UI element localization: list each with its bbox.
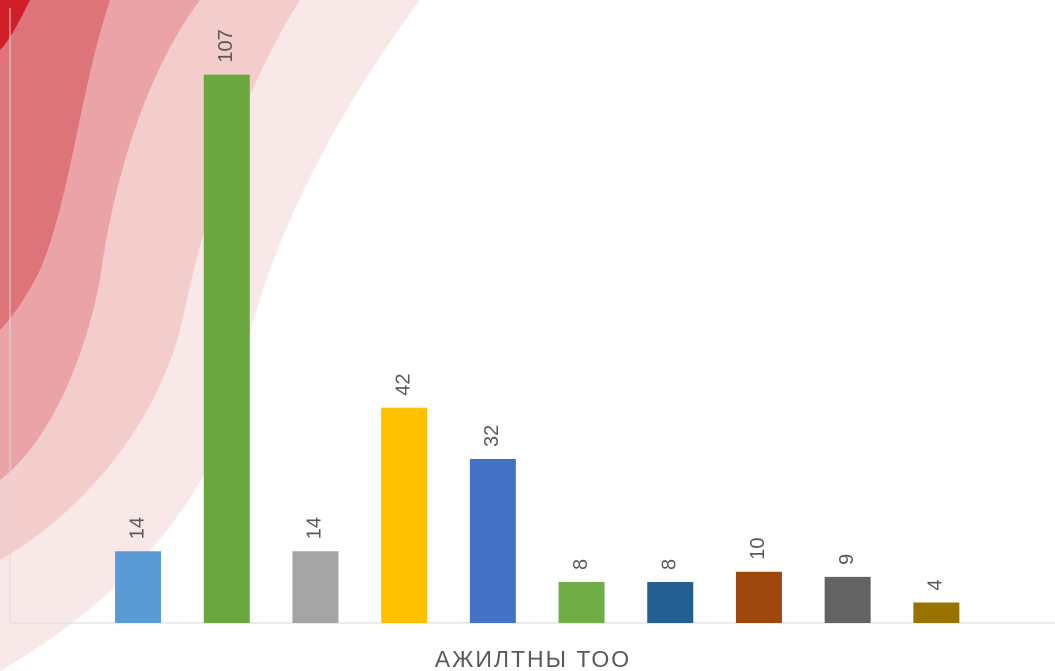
bar xyxy=(647,582,694,623)
value-label: 8 xyxy=(570,559,592,570)
bar xyxy=(381,407,428,623)
value-label: 32 xyxy=(481,425,503,447)
value-label: 42 xyxy=(392,374,414,396)
value-label: 8 xyxy=(659,559,681,570)
bar xyxy=(735,571,782,623)
value-label: 107 xyxy=(215,29,237,62)
value-label: 14 xyxy=(304,517,326,539)
bar xyxy=(292,551,339,623)
value-label: 10 xyxy=(747,538,769,560)
x-axis-title: АЖИЛТНЫ ТОО xyxy=(435,646,631,671)
bar xyxy=(469,459,516,623)
bar xyxy=(913,602,960,623)
value-label: 9 xyxy=(836,554,858,565)
bar xyxy=(203,74,250,623)
value-label: 4 xyxy=(925,579,947,590)
bar xyxy=(824,576,871,623)
bar xyxy=(558,582,605,623)
value-label: 14 xyxy=(126,517,148,539)
bar xyxy=(115,551,162,623)
